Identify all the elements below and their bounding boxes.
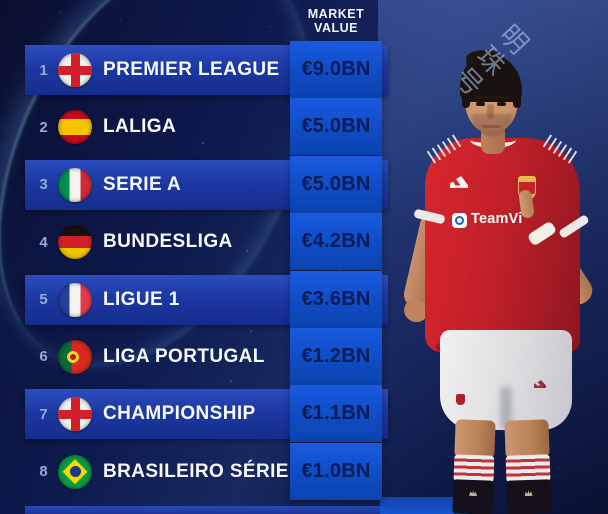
- market-value-header-line2: VALUE: [314, 21, 358, 35]
- player-nose: [487, 104, 494, 119]
- sponsor-text: TeamVi: [471, 211, 523, 227]
- market-value-badge: €9.0BN: [290, 41, 382, 98]
- spain-flag-icon: [58, 110, 92, 145]
- league-row: 2 LALIGA €5.0BN: [25, 98, 388, 156]
- market-value-badge: €1.2BN: [290, 327, 382, 385]
- player-right-leg: [504, 419, 552, 514]
- league-row: 5 LIGUE 1 €3.6BN: [25, 270, 388, 328]
- league-name: PREMIER LEAGUE: [103, 59, 280, 80]
- league-row: 1 PREMIER LEAGUE €9.0BN: [25, 41, 388, 98]
- market-value-badge: €3.6BN: [290, 270, 382, 328]
- player-shorts: [440, 330, 572, 430]
- sock-stripe-band: [453, 454, 495, 483]
- player-eye: [476, 102, 485, 106]
- portugal-flag-icon: [58, 339, 92, 374]
- player-jersey: [425, 138, 580, 358]
- brazil-flag-icon: [58, 454, 92, 489]
- market-value-badge: €1.1BN: [290, 385, 382, 443]
- league-row: 4 BUNDESLIGA €4.2BN: [25, 213, 388, 271]
- league-row: 7 CHAMPIONSHIP €1.1BN: [25, 385, 388, 443]
- league-row: 8 BRASILEIRO SÉRIE A €1.0BN: [25, 442, 388, 500]
- market-value-header-line1: MARKET: [307, 7, 365, 21]
- league-name: LIGUE 1: [103, 288, 180, 310]
- player-mouth: [482, 125, 500, 128]
- france-flag-icon: [58, 282, 92, 317]
- rank-number: 8: [39, 463, 48, 481]
- germany-flag-icon: [58, 225, 92, 260]
- england-flag-icon: [58, 53, 92, 87]
- rank-number: 5: [39, 291, 48, 309]
- rank-number: 3: [39, 176, 48, 194]
- market-value-badge: €4.2BN: [290, 213, 382, 271]
- league-row: 3 SERIE A €5.0BN: [25, 155, 388, 213]
- market-value-badge: €1.0BN: [290, 442, 382, 500]
- league-name: BRASILEIRO SÉRIE A: [103, 460, 308, 482]
- black-sock: [452, 479, 494, 514]
- shorts-crest-icon: [456, 394, 465, 405]
- england-flag-icon: [58, 397, 92, 432]
- player-eye: [497, 102, 506, 106]
- rankings-list: 1 PREMIER LEAGUE €9.0BN 2 LALIGA €5.0BN …: [25, 41, 388, 500]
- rank-number: 7: [39, 405, 48, 423]
- league-name: LALIGA: [103, 116, 177, 138]
- market-value-header: MARKET VALUE: [290, 7, 382, 35]
- italy-flag-icon: [58, 167, 92, 202]
- partial-next-row-band: [25, 506, 388, 514]
- rank-number: 6: [39, 348, 48, 366]
- rank-number: 4: [39, 233, 48, 251]
- player-photo: TeamVi: [392, 36, 608, 514]
- market-value-badge: €5.0BN: [290, 155, 382, 213]
- league-name: LIGA PORTUGAL: [103, 345, 265, 367]
- sponsor-logo-icon: [452, 213, 467, 228]
- league-name: SERIE A: [103, 173, 182, 195]
- rank-number: 1: [39, 61, 48, 79]
- earth-city-lights-dots: [150, 130, 152, 132]
- player-left-leg: [452, 419, 496, 514]
- league-name: BUNDESLIGA: [103, 231, 233, 253]
- league-row: 6 LIGA PORTUGAL €1.2BN: [25, 327, 388, 385]
- star-dots: [60, 12, 61, 13]
- market-value-badge: €5.0BN: [290, 98, 382, 156]
- rank-number: 2: [39, 118, 48, 136]
- league-name: CHAMPIONSHIP: [103, 403, 256, 425]
- shorts-adidas-icon: [534, 380, 546, 388]
- black-sock: [506, 479, 552, 514]
